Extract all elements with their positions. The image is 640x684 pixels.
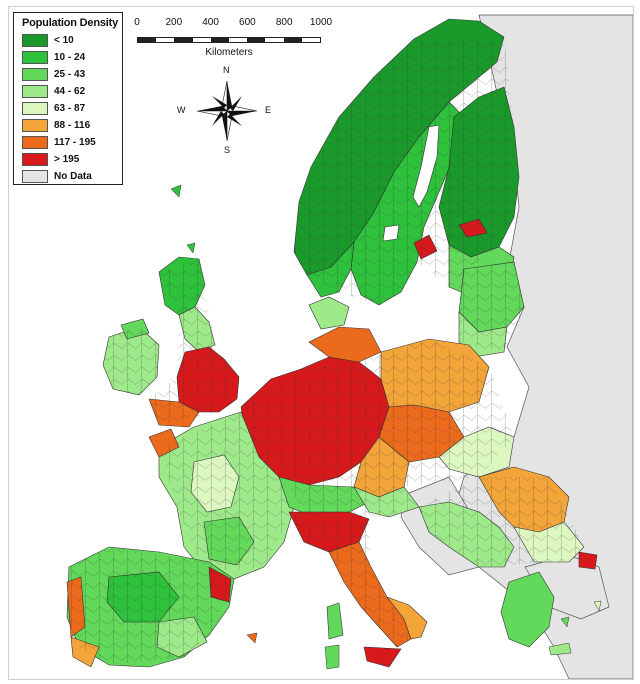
region-france	[148, 411, 295, 580]
region-balkans	[418, 466, 598, 648]
legend-swatch	[22, 119, 48, 132]
scale-tick-800: 800	[275, 17, 293, 28]
europe-density-map	[66, 14, 633, 679]
scale-tick-1000: 1000	[309, 17, 333, 28]
legend-label: No Data	[54, 171, 92, 182]
compass-e: E	[265, 105, 272, 115]
legend-swatch	[22, 68, 48, 81]
map-frame: Population Density < 10 10 - 24 25 - 43 44 …	[8, 6, 634, 680]
region-italy	[288, 511, 428, 668]
region-british-isles	[102, 256, 240, 428]
region-alps	[278, 476, 420, 518]
legend-item: 10 - 24	[22, 49, 118, 66]
legend-title: Population Density	[22, 17, 119, 29]
legend-label: > 195	[54, 154, 80, 165]
legend-item: 117 - 195	[22, 134, 118, 151]
scale-tick-200: 200	[165, 17, 183, 28]
region-scandinavia	[293, 18, 520, 306]
region-med-islands	[246, 600, 602, 670]
scale-tick-400: 400	[202, 17, 219, 28]
scale-bar-graphic	[137, 37, 321, 43]
legend-swatch	[22, 136, 48, 149]
legend-label: < 10	[54, 35, 74, 46]
region-central-europe	[240, 296, 515, 498]
legend-label: 88 - 116	[54, 120, 91, 131]
scale-units: Kilometers	[205, 47, 253, 58]
legend-item: 88 - 116	[22, 117, 118, 134]
compass-w: W	[177, 105, 186, 115]
legend-swatch	[22, 102, 48, 115]
scale-tick-600: 600	[239, 17, 256, 28]
region-islands-north	[170, 184, 196, 254]
compass-s: S	[224, 145, 231, 155]
legend-label: 117 - 195	[54, 137, 96, 148]
legend-item: No Data	[22, 168, 118, 185]
legend-item: 25 - 43	[22, 66, 118, 83]
compass-rose-icon: N S E W	[177, 65, 272, 155]
legend-item: > 195	[22, 151, 118, 168]
legend-item: 63 - 87	[22, 100, 118, 117]
legend-item: < 10	[22, 32, 118, 49]
legend-label: 63 - 87	[54, 103, 86, 114]
legend-rows: < 10 10 - 24 25 - 43 44 - 62 63 - 87 88 - 116…	[22, 32, 118, 185]
legend-item: 44 - 62	[22, 83, 118, 100]
legend-swatch	[22, 153, 48, 166]
region-baltics	[458, 261, 525, 358]
region-iberia	[66, 546, 235, 668]
legend-label: 25 - 43	[54, 69, 86, 80]
scale-tick-0: 0	[134, 17, 140, 28]
legend-swatch	[22, 85, 48, 98]
legend-label: 10 - 24	[54, 52, 86, 63]
scale-bar: 0 200 400 600 800 1000 Kilometers	[127, 13, 332, 59]
compass-n: N	[223, 65, 230, 75]
legend-label: 44 - 62	[54, 86, 86, 97]
legend-swatch	[22, 170, 48, 183]
legend-swatch	[22, 34, 48, 47]
legend-swatch	[22, 51, 48, 64]
legend: Population Density < 10 10 - 24 25 - 43 44 …	[13, 12, 123, 185]
